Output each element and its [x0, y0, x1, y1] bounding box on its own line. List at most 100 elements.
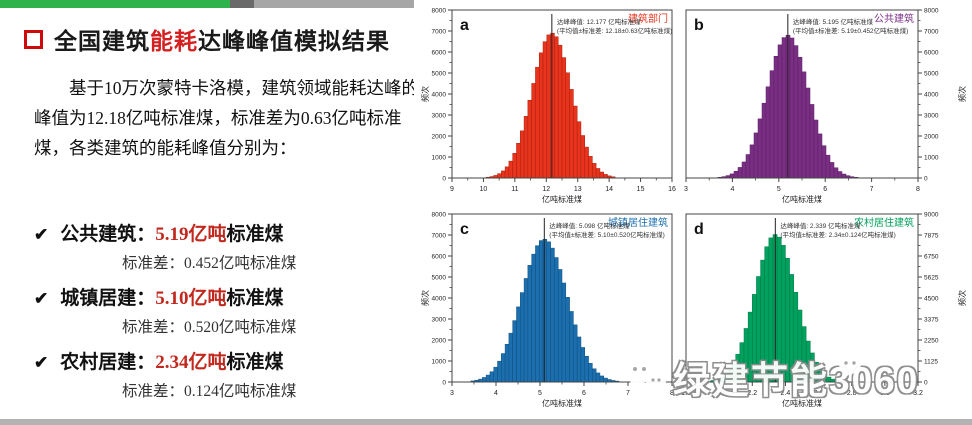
histogram-chart-c: 3 4 5 6 7 8 0 1000 2000 3000 4000 5000 6000 7000 8000 c… [420, 212, 674, 409]
std-label: 标准差： [122, 382, 185, 400]
svg-text:6: 6 [823, 186, 827, 193]
y-axis-title: 频次 [420, 290, 430, 306]
peak-annotation-line1: 达峰峰值: 12.177 亿吨标准煤 [557, 17, 641, 26]
svg-text:6000: 6000 [432, 254, 447, 261]
svg-text:0: 0 [924, 176, 928, 183]
svg-text:5000: 5000 [432, 71, 447, 78]
intro-paragraph: 基于10万次蒙特卡洛模，建筑领域能耗达峰的峰值为12.18亿吨标准煤，标准差为0… [34, 78, 419, 158]
peak-annotation-line2: (平均值±标准差: 5.10±0.520亿吨标准煤) [549, 230, 665, 239]
bullet-value: 5.10亿吨 [155, 288, 227, 310]
x-axis-ticks: 3 4 5 6 7 8 [450, 382, 674, 397]
page-title: 全国建筑能耗达峰峰值模拟结果 [54, 22, 390, 56]
svg-text:5: 5 [777, 186, 781, 193]
std-label: 标准差： [122, 318, 185, 336]
svg-text:1000: 1000 [924, 155, 939, 162]
svg-text:0: 0 [924, 380, 928, 387]
y-axis-ticks: 0 1000 2000 3000 4000 5000 6000 7000 8000 [918, 8, 939, 183]
chart-grid: 9 10 11 12 13 14 15 16 0 1000 2000 3000 4000 5000 6000… [414, 0, 972, 419]
svg-text:2000: 2000 [432, 134, 447, 141]
svg-text:3: 3 [684, 186, 688, 193]
chart-panel-d: 1.8 2.0 2.2 2.4 2.6 2.8 3.0 3.2 0 1125 2250 3375 450… [680, 208, 970, 410]
svg-text:7: 7 [870, 186, 874, 193]
svg-text:0: 0 [442, 380, 446, 387]
svg-text:2.6: 2.6 [814, 390, 824, 397]
svg-text:6: 6 [582, 390, 586, 397]
svg-text:4000: 4000 [432, 92, 447, 99]
svg-text:1000: 1000 [432, 359, 447, 366]
svg-text:8: 8 [670, 390, 674, 397]
svg-text:3000: 3000 [432, 113, 447, 120]
slide-title-row: 全国建筑能耗达峰峰值模拟结果 [24, 22, 390, 56]
peak-annotation-line1: 达峰峰值: 5.195 亿吨标准煤 [793, 17, 874, 26]
histogram-bars [470, 239, 620, 383]
y-axis-title: 频次 [420, 86, 430, 102]
svg-text:10: 10 [480, 186, 488, 193]
peak-annotation-line1: 达峰峰值: 5.098 亿吨标准煤 [549, 221, 630, 230]
x-axis-ticks: 1.8 2.0 2.2 2.4 2.6 2.8 3.0 3.2 [681, 382, 923, 397]
bottom-bar [0, 419, 972, 425]
bullet-suffix: 标准煤 [226, 224, 284, 245]
top-bar-dark-segment [230, 0, 254, 8]
x-axis-title: 亿吨标准煤 [542, 398, 582, 408]
svg-text:6000: 6000 [924, 50, 939, 57]
svg-text:2250: 2250 [924, 338, 939, 345]
bullet-label: 城镇居建： [60, 288, 156, 310]
series-title: 农村居住建筑 [854, 216, 914, 229]
text-panel: 全国建筑能耗达峰峰值模拟结果 基于10万次蒙特卡洛模，建筑领域能耗达峰的峰值为1… [0, 8, 445, 419]
histogram-chart-b: 3 4 5 6 7 80 1000 2000 3000 4000 5000 6000 7000 8000 b… [684, 8, 967, 205]
series-title: 公共建筑 [874, 12, 914, 25]
svg-text:7000: 7000 [432, 29, 447, 36]
svg-text:2000: 2000 [432, 338, 447, 345]
svg-text:1125: 1125 [924, 359, 938, 366]
svg-text:14: 14 [605, 186, 613, 193]
svg-text:5: 5 [538, 390, 542, 397]
y-axis-title: 频次 [957, 86, 967, 102]
peak-annotation-line2: (平均值±标准差: 12.18±0.63亿吨标准煤) [557, 26, 673, 35]
svg-text:12: 12 [542, 186, 550, 193]
svg-text:4500: 4500 [924, 296, 939, 303]
svg-text:2.0: 2.0 [714, 390, 724, 397]
svg-text:2000: 2000 [924, 134, 939, 141]
svg-text:4: 4 [730, 186, 734, 193]
svg-text:8: 8 [916, 186, 920, 193]
chart-panel-b: 3 4 5 6 7 8 0 1000 2000 3000 4000 5000 6000 7000 8000 b… [680, 4, 970, 206]
histogram-chart-a: 9 10 11 12 13 14 15 16 0 1000 2000 3000 4000 5000 6000… [420, 8, 676, 205]
peak-annotation-line2: (平均值±标准差: 2.34±0.124亿吨标准煤) [780, 230, 896, 239]
svg-text:3.2: 3.2 [913, 390, 923, 397]
svg-text:1.8: 1.8 [681, 390, 691, 397]
svg-text:5625: 5625 [924, 275, 939, 282]
bullet-suffix: 标准煤 [226, 352, 284, 374]
svg-text:7000: 7000 [432, 233, 447, 240]
svg-text:8000: 8000 [432, 8, 447, 15]
list-item: ✔ 农村居建：2.34亿吨标准煤 标准差：0.124亿吨标准煤 [34, 350, 439, 403]
list-item: ✔ 公共建筑：5.19亿吨标准煤 标准差：0.452亿吨标准煤 [34, 222, 439, 275]
red-square-bullet-icon [24, 29, 43, 49]
std-value: 0.520亿吨标准煤 [184, 318, 297, 336]
bullet-value: 2.34亿吨 [155, 352, 227, 374]
bullet-suffix: 标准煤 [226, 288, 284, 310]
top-bar-green-segment [0, 0, 230, 8]
svg-text:7: 7 [626, 390, 630, 397]
svg-text:8000: 8000 [924, 8, 939, 15]
x-axis-ticks: 3 4 5 6 7 8 [684, 178, 920, 193]
check-icon: ✔ [34, 289, 49, 309]
svg-text:4000: 4000 [924, 92, 939, 99]
svg-text:15: 15 [637, 186, 645, 193]
y-axis-title: 频次 [957, 290, 967, 306]
panel-letter: c [460, 221, 469, 238]
svg-text:3: 3 [450, 390, 454, 397]
svg-text:4000: 4000 [432, 296, 447, 303]
svg-text:3000: 3000 [432, 317, 447, 324]
svg-text:13: 13 [574, 186, 582, 193]
panel-letter: d [694, 221, 704, 238]
bullet-label: 农村居建： [60, 352, 156, 374]
chart-panel-c: 3 4 5 6 7 8 0 1000 2000 3000 4000 5000 6000 7000 8000 c… [418, 208, 680, 410]
svg-text:7875: 7875 [924, 233, 939, 240]
svg-text:0: 0 [442, 176, 446, 183]
title-highlight: 能耗 [150, 29, 198, 54]
list-item: ✔ 城镇居建：5.10亿吨标准煤 标准差：0.520亿吨标准煤 [34, 286, 439, 339]
svg-text:6750: 6750 [924, 254, 939, 261]
svg-text:4: 4 [494, 390, 498, 397]
svg-text:8000: 8000 [432, 212, 447, 219]
y-axis-ticks: 0 1125 2250 3375 4500 5625 6750 7875 9000 [918, 212, 939, 387]
